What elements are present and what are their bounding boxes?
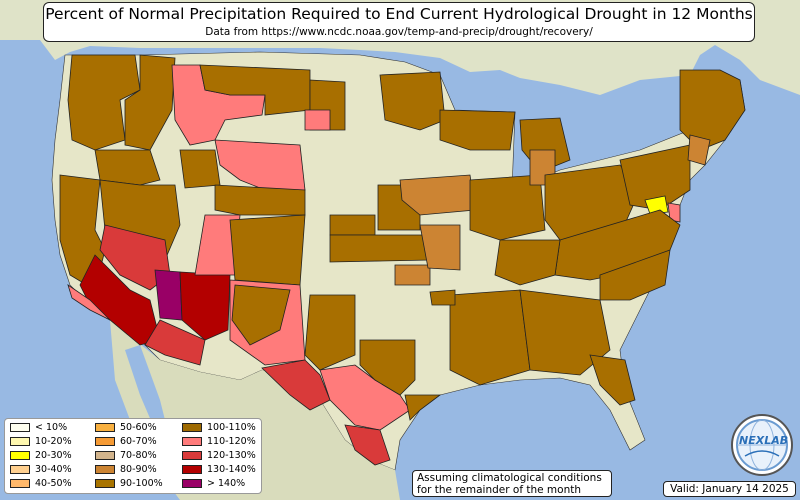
legend-label: < 10%: [35, 422, 68, 433]
legend-swatch: [10, 437, 30, 446]
legend-item: 130-140%: [182, 464, 256, 475]
legend-label: 50-60%: [120, 422, 157, 433]
legend-item: > 140%: [182, 478, 245, 489]
legend-label: 130-140%: [207, 464, 256, 475]
region-de-pink: [667, 202, 681, 223]
region-montana-brown: [199, 64, 311, 116]
gulf-of-california: [125, 345, 170, 440]
region-oregon: [94, 149, 161, 186]
region-arizona-red: [144, 319, 206, 366]
region-colorado-north: [214, 184, 306, 216]
legend-swatch: [95, 423, 115, 432]
legend-item: 120-130%: [182, 450, 256, 461]
region-ky: [494, 239, 561, 286]
legend-item: 90-100%: [95, 478, 163, 489]
region-vt-tan: [687, 134, 711, 166]
region-ms-la: [449, 289, 531, 386]
legend-item: 70-80%: [95, 450, 157, 461]
lake-superior: [455, 78, 540, 100]
legend-label: 20-30%: [35, 450, 72, 461]
legend-swatch: [95, 451, 115, 460]
note-line-2: for the remainder of the month: [417, 484, 582, 496]
legend-item: 100-110%: [182, 422, 256, 433]
region-ok-tan: [394, 264, 431, 286]
legend-swatch: [10, 479, 30, 488]
region-ar: [429, 289, 456, 306]
legend-label: 30-40%: [35, 464, 72, 475]
legend-swatch: [10, 451, 30, 460]
region-wi: [439, 109, 516, 151]
legend-swatch: [10, 465, 30, 474]
logo-text: NEXLAB: [739, 434, 789, 447]
region-tx-east-brown: [359, 339, 416, 396]
map-title: Percent of Normal Precipitation Required…: [45, 5, 753, 23]
legend-label: 70-80%: [120, 450, 157, 461]
legend-swatch: [10, 423, 30, 432]
legend: < 10% 10-20% 20-30% 30-40% 40-50% 50-60%…: [4, 418, 262, 494]
legend-swatch: [182, 451, 202, 460]
region-md-yellow: [644, 195, 669, 215]
legend-label: 120-130%: [207, 450, 256, 461]
region-pa-ny: [619, 144, 691, 211]
legend-item: 50-60%: [95, 422, 157, 433]
nexlab-logo: NEXLAB: [731, 414, 793, 476]
legend-swatch: [182, 437, 202, 446]
region-utah-north: [179, 149, 221, 189]
legend-label: 40-50%: [35, 478, 72, 489]
lake-ontario: [640, 132, 682, 148]
legend-swatch: [182, 423, 202, 432]
region-iowa-tan: [399, 174, 476, 216]
legend-label: 10-20%: [35, 436, 72, 447]
region-carolinas: [599, 249, 671, 301]
region-mn: [379, 71, 446, 131]
region-florida: [589, 354, 636, 406]
region-magenta: [154, 269, 183, 321]
legend-label: 80-90%: [120, 464, 157, 475]
map-subtitle: Data from https://www.ncdc.noaa.gov/temp…: [205, 26, 593, 38]
globe-icon: [736, 419, 788, 471]
region-tx-panhandle: [304, 294, 356, 371]
legend-swatch: [95, 465, 115, 474]
region-colorado-brown: [229, 214, 306, 286]
region-tx-south-red: [344, 424, 391, 466]
legend-label: > 140%: [207, 478, 246, 489]
region-nevada-red: [99, 224, 171, 291]
legend-label: 60-70%: [120, 436, 157, 447]
region-coast-pink: [67, 284, 111, 321]
legend-item: < 10%: [10, 422, 67, 433]
legend-item: 60-70%: [95, 436, 157, 447]
legend-swatch: [95, 479, 115, 488]
legend-label: 110-120%: [207, 436, 256, 447]
region-nm-brown: [231, 284, 291, 346]
region-il: [469, 174, 546, 241]
legend-swatch: [95, 437, 115, 446]
legend-item: 20-30%: [10, 450, 72, 461]
legend-label: 100-110%: [207, 422, 256, 433]
note-line-1: Assuming climatological conditions: [417, 472, 602, 484]
region-socal-darkred: [79, 254, 161, 346]
legend-item: 80-90%: [95, 464, 157, 475]
legend-item: 10-20%: [10, 436, 72, 447]
legend-swatch: [182, 479, 202, 488]
region-ks-south: [329, 234, 431, 263]
legend-item: 110-120%: [182, 436, 256, 447]
region-new-england: [679, 69, 746, 151]
title-box: Percent of Normal Precipitation Required…: [43, 2, 755, 42]
region-ks-north: [329, 214, 376, 236]
legend-swatch: [182, 465, 202, 474]
region-sd-pink: [304, 109, 331, 131]
legend-item: 30-40%: [10, 464, 72, 475]
region-mo-tan: [419, 224, 461, 271]
legend-label: 90-100%: [120, 478, 163, 489]
assumption-note: Assuming climatological conditions for t…: [412, 470, 612, 497]
legend-item: 40-50%: [10, 478, 72, 489]
valid-date: Valid: January 14 2025: [663, 481, 796, 497]
region-tx-coast: [404, 394, 442, 421]
